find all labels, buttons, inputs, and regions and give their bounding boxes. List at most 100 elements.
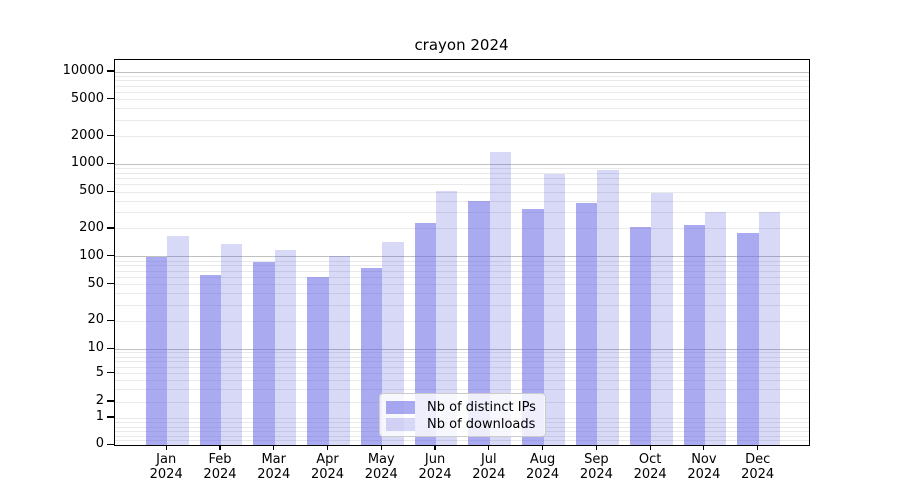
gridline-minor	[115, 304, 809, 306]
x-tick-label-year: 2024	[741, 467, 775, 482]
y-tick-mark	[107, 134, 114, 137]
y-tick-mark	[107, 283, 114, 285]
gridline-minor	[115, 228, 809, 230]
x-tick-label-year: 2024	[257, 467, 291, 482]
gridline-minor	[115, 260, 809, 262]
gridline-minor	[115, 75, 809, 77]
gridline-minor	[115, 136, 809, 138]
y-tick-label: 200	[79, 219, 104, 235]
bar-distinct-ips-apr	[307, 276, 329, 446]
y-tick-label: 20	[87, 312, 104, 328]
x-tick-label: Jul 2024	[459, 452, 519, 482]
bar-downloads-feb	[220, 243, 243, 446]
gridline-minor	[115, 85, 809, 87]
gridline-major	[115, 348, 809, 350]
bar-downloads-nov	[704, 211, 727, 446]
gridline-minor	[115, 293, 809, 295]
y-tick-label: 100	[79, 247, 104, 263]
gridline-minor	[115, 119, 809, 121]
gridline-minor	[115, 284, 809, 286]
gridline-minor	[115, 366, 809, 368]
bar-downloads-oct	[651, 192, 673, 446]
x-tick-label: Feb 2024	[190, 452, 250, 482]
chart-title: crayon 2024	[414, 36, 509, 54]
x-tick-label-month: Oct	[638, 452, 662, 467]
legend-item-downloads: Nb of downloads	[386, 416, 537, 433]
x-tick-label-year: 2024	[310, 467, 345, 482]
bar-distinct-ips-jan	[145, 256, 168, 446]
y-tick-mark	[107, 319, 114, 321]
y-tick-mark	[107, 416, 114, 418]
gridline-minor	[115, 361, 809, 363]
x-tick-label-year: 2024	[364, 467, 398, 482]
y-tick-label: 5	[95, 364, 104, 380]
gridline-major	[115, 256, 809, 258]
gridline-minor	[115, 99, 809, 101]
bar-downloads-jan	[167, 235, 189, 446]
y-tick-mark	[107, 162, 114, 164]
x-tick-label-month: Sep	[584, 452, 609, 467]
y-tick-label: 0	[95, 436, 104, 452]
y-tick-mark	[107, 443, 114, 445]
gridline-minor	[115, 184, 809, 186]
bar-downloads-apr	[328, 255, 350, 446]
bar-downloads-mar	[274, 250, 297, 446]
y-tick-label: 500	[79, 183, 104, 199]
gridline-major	[115, 71, 809, 73]
legend-item-distinct-ips: Nb of distinct IPs	[386, 399, 537, 416]
x-tick-label-year: 2024	[203, 467, 237, 482]
gridline-minor	[115, 91, 809, 93]
y-tick-mark	[107, 227, 114, 229]
x-tick-mark	[165, 445, 167, 450]
y-tick-mark	[107, 400, 114, 402]
x-tick-label-month: Nov	[691, 452, 717, 467]
x-tick-mark	[488, 445, 490, 450]
legend-label-distinct-ips: Nb of distinct IPs	[427, 400, 536, 415]
y-tick-mark	[107, 70, 114, 72]
bar-distinct-ips-may	[360, 267, 383, 446]
y-tick-label: 10	[87, 340, 104, 356]
x-tick-label: Jun 2024	[405, 452, 465, 482]
x-tick-label-month: Aug	[529, 452, 556, 467]
gridline-minor	[115, 380, 809, 382]
x-tick-label: Apr 2024	[298, 452, 358, 482]
x-tick-label-month: Apr	[316, 452, 339, 467]
bar-downloads-sep	[597, 170, 619, 446]
x-tick-label-year: 2024	[687, 467, 721, 482]
y-tick-label: 1000	[70, 155, 104, 171]
bar-distinct-ips-feb	[199, 274, 221, 446]
x-tick-label-month: May	[367, 452, 395, 467]
legend-swatch-distinct-ips	[386, 401, 415, 414]
bar-distinct-ips-mar	[253, 261, 275, 446]
bar-downloads-aug	[543, 173, 565, 446]
x-tick-mark	[219, 445, 221, 450]
x-tick-label-month: Jun	[424, 452, 446, 467]
y-tick-mark	[107, 347, 114, 349]
gridline-minor	[115, 373, 809, 375]
gridline-minor	[115, 200, 809, 202]
y-tick-mark	[107, 255, 114, 257]
x-tick-mark	[273, 445, 275, 450]
legend: Nb of distinct IPs Nb of downloads	[379, 393, 546, 437]
plot-area: Nb of distinct IPs Nb of downloads	[114, 59, 810, 446]
gridline-minor	[115, 356, 809, 358]
x-tick-mark	[703, 445, 705, 450]
x-tick-label: Dec 2024	[728, 452, 788, 482]
gridline-minor	[115, 80, 809, 82]
x-tick-mark	[380, 445, 382, 450]
gridline-minor	[115, 352, 809, 354]
x-tick-label: Aug 2024	[513, 452, 573, 482]
x-tick-mark	[326, 445, 329, 450]
x-tick-label: Jan 2024	[136, 452, 196, 482]
x-tick-label-month: Jul	[480, 452, 497, 467]
gridline-minor	[115, 108, 809, 110]
x-tick-label-year: 2024	[579, 467, 613, 482]
x-tick-label-year: 2024	[633, 467, 667, 482]
y-tick-mark	[107, 190, 114, 192]
y-tick-mark	[107, 98, 114, 100]
gridline-minor	[115, 168, 809, 170]
legend-label-downloads: Nb of downloads	[427, 417, 536, 432]
gridline-minor	[115, 191, 809, 193]
x-tick-label-year: 2024	[472, 467, 506, 482]
x-tick-mark	[595, 445, 597, 450]
